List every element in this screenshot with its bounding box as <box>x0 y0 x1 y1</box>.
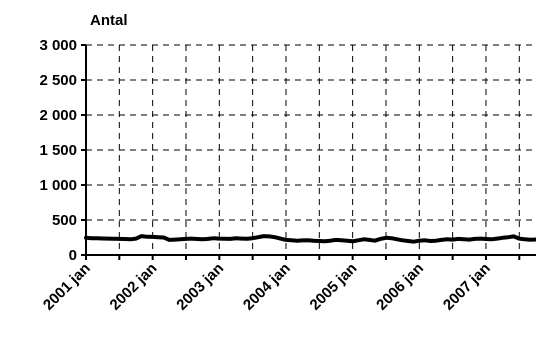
series-group <box>84 234 536 244</box>
y-tick-label: 2 500 <box>39 72 77 89</box>
y-tick-label: 3 000 <box>39 37 77 54</box>
y-tick-label: 1 500 <box>39 142 77 159</box>
x-tick-label: 2003 jan <box>173 260 227 314</box>
x-axis-ticks: 2001 jan 2002 jan 2003 jan 2004 jan 2005 jan… <box>40 255 521 314</box>
y-tick-label: 500 <box>52 212 77 229</box>
grid-lines <box>86 44 536 255</box>
x-tick-label: 2006 jan <box>373 260 427 314</box>
x-tick-label: 2005 jan <box>307 260 361 314</box>
x-tick-label: 2001 jan <box>40 260 94 314</box>
y-tick-label: 0 <box>69 247 77 264</box>
y-tick-label: 2 000 <box>39 107 77 124</box>
series-line <box>84 234 536 244</box>
x-tick-label: 2007 jan <box>440 260 494 314</box>
x-tick-label: 2002 jan <box>107 260 161 314</box>
y-axis-unit-label: Antal <box>90 12 128 29</box>
y-tick-label: 1 000 <box>39 177 77 194</box>
y-axis-ticks: 0 500 1 000 1 500 2 000 2 500 3 000 <box>39 37 86 264</box>
x-tick-label: 2004 jan <box>240 260 294 314</box>
